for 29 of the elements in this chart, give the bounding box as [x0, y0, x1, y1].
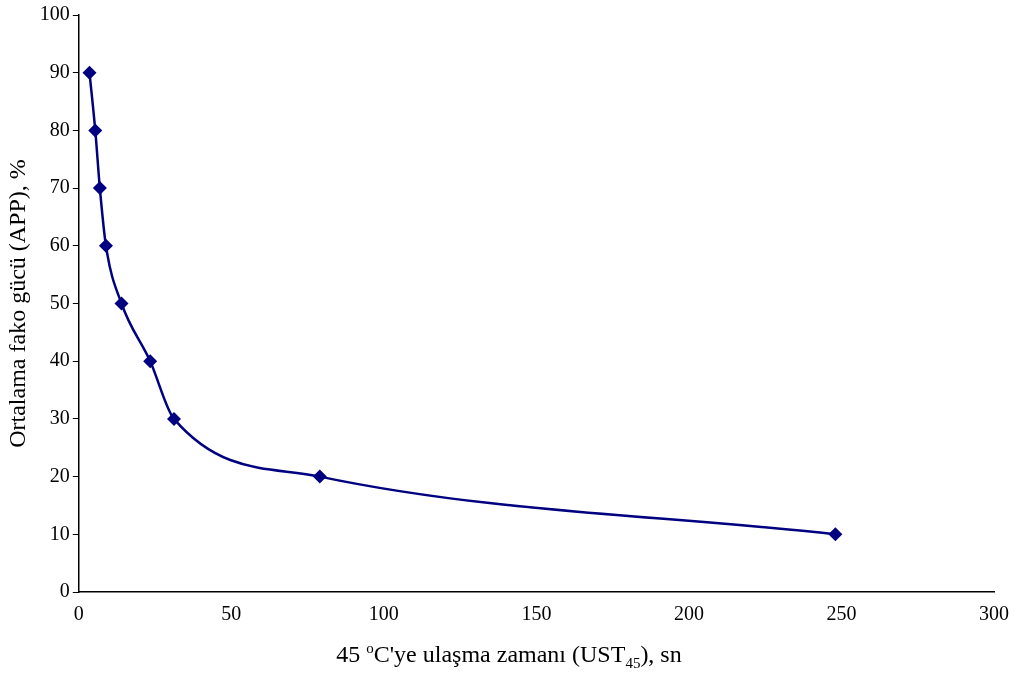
y-tick-label: 90: [49, 59, 70, 82]
x-tick-label: 0: [73, 602, 84, 625]
x-tick-label: 250: [826, 602, 857, 625]
y-tick-label: 0: [59, 579, 70, 602]
x-tick-label: 100: [368, 602, 399, 625]
x-tick-label: 150: [521, 602, 552, 625]
x-tick-label: 200: [673, 602, 704, 625]
point: [114, 296, 129, 311]
y-tick-label: 70: [49, 175, 70, 198]
y-tick-label: 30: [49, 406, 70, 429]
point: [82, 65, 97, 80]
y-axis-title: Ortalama fako gücü (APP), %: [3, 159, 30, 448]
point: [98, 238, 113, 253]
y-tick-label: 100: [39, 2, 70, 25]
y-tick-label: 60: [49, 233, 70, 256]
x-axis-title: 45 $^{o}$C'ye ulaşma zamanı (UST$_{45}$), sn: [335, 640, 683, 672]
y-tick-label: 10: [49, 521, 70, 544]
x-tick-label: 50: [221, 602, 242, 625]
y-tick-label: 80: [49, 117, 70, 140]
point: [312, 469, 327, 484]
y-tick-label: 20: [49, 463, 70, 486]
point: [88, 123, 103, 138]
point: [143, 354, 158, 369]
point: [166, 411, 181, 426]
x-tick-label: 300: [979, 602, 1009, 625]
y-tick-label: 40: [49, 348, 70, 371]
y-tick-label: 50: [49, 290, 70, 313]
point: [828, 527, 843, 542]
point: [92, 181, 107, 196]
